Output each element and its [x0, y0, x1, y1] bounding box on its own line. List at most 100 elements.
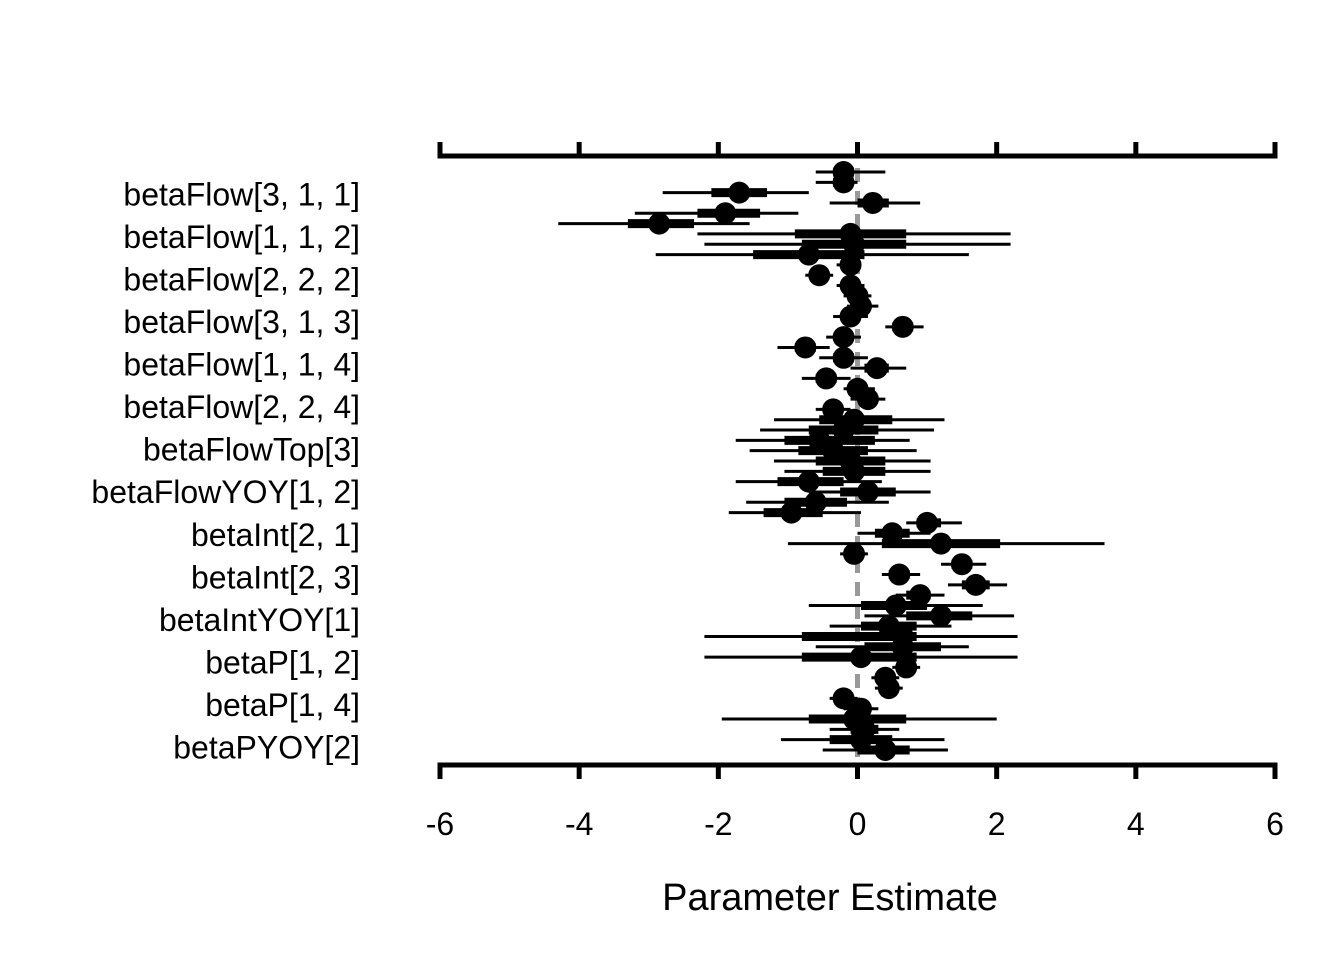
point-estimate [964, 573, 987, 596]
point-estimate [714, 202, 737, 225]
point-estimate [822, 439, 845, 462]
estimate-56 [822, 739, 948, 761]
y-tick-label: betaIntYOY[1] [159, 602, 360, 638]
estimate-17 [777, 336, 830, 359]
estimate-intervals [558, 161, 1105, 761]
estimate-9 [836, 253, 862, 276]
point-estimate [797, 470, 820, 493]
y-tick-label: betaFlowYOY[1, 2] [91, 474, 360, 510]
estimate-15 [885, 315, 924, 338]
x-axis-title: Parameter Estimate [662, 877, 998, 919]
x-tick-label: 6 [1266, 806, 1284, 842]
top-x-axis [437, 142, 1278, 159]
y-tick-label: betaFlow[3, 1, 1] [123, 176, 360, 212]
x-tick-label: -2 [704, 806, 732, 842]
y-tick-label: betaInt[2, 1] [191, 517, 360, 553]
point-estimate [884, 594, 907, 617]
estimate-53 [721, 708, 997, 731]
x-tick-label: -4 [565, 806, 593, 842]
point-estimate [916, 511, 939, 534]
estimate-4 [634, 202, 799, 225]
estimate-14 [833, 305, 868, 328]
point-estimate [815, 367, 838, 390]
estimate-16 [826, 326, 861, 349]
estimate-34 [906, 511, 962, 534]
estimate-48 [892, 656, 921, 679]
estimate-10 [805, 264, 834, 287]
point-estimate [839, 253, 862, 276]
estimate-8 [655, 243, 969, 266]
estimate-5 [558, 212, 750, 235]
point-estimate [930, 532, 952, 555]
estimate-2 [662, 181, 809, 204]
estimate-36 [787, 532, 1105, 555]
point-estimate [808, 264, 831, 287]
point-estimate [891, 315, 914, 338]
estimate-47 [704, 646, 1018, 669]
estimate-3 [829, 191, 921, 214]
y-tick-label: betaFlow[2, 2, 2] [123, 262, 360, 298]
point-estimate [804, 491, 827, 514]
y-tick-label: betaInt[2, 3] [191, 559, 360, 595]
estimate-20 [801, 367, 851, 390]
point-estimate [832, 687, 855, 710]
point-estimate [874, 739, 897, 761]
point-estimate [849, 646, 872, 669]
y-tick-label: betaFlow[2, 2, 4] [123, 389, 360, 425]
estimate-35 [857, 522, 931, 545]
point-estimate [856, 388, 879, 411]
point-estimate [861, 191, 884, 214]
estimate-50 [874, 677, 903, 700]
y-tick-label: betaP[1, 2] [205, 644, 360, 680]
point-estimate [780, 501, 803, 524]
point-estimate [839, 305, 862, 328]
point-estimate [843, 542, 866, 565]
y-tick-label: betaFlow[3, 1, 3] [123, 304, 360, 340]
estimate-18 [819, 346, 868, 369]
point-estimate [648, 212, 671, 235]
x-tick-label: 0 [849, 806, 867, 842]
y-axis-labels: betaFlow[3, 1, 1] betaFlow[1, 1, 2] betaFl… [91, 176, 360, 765]
point-estimate [888, 563, 911, 586]
point-estimate [832, 326, 855, 349]
estimate-41 [895, 584, 945, 607]
y-tick-label: betaFlow[1, 1, 4] [123, 347, 360, 383]
point-estimate [822, 398, 845, 421]
y-tick-label: betaPYOY[2] [173, 729, 360, 765]
point-estimate [930, 604, 952, 627]
point-estimate [849, 728, 872, 751]
estimate-33 [728, 501, 861, 524]
y-tick-label: betaFlowTop[3] [143, 432, 360, 468]
estimate-1 [815, 171, 858, 194]
x-tick-label: -6 [426, 806, 454, 842]
point-estimate [728, 181, 751, 204]
x-tick-label: 2 [988, 806, 1006, 842]
estimate-19 [850, 357, 907, 380]
estimate-51 [829, 687, 858, 710]
point-estimate [832, 419, 855, 442]
estimate-30 [735, 470, 882, 493]
point-estimate [865, 357, 888, 380]
point-estimate [832, 346, 855, 369]
estimate-31 [808, 480, 931, 503]
estimate-27 [749, 439, 917, 462]
estimate-38 [941, 553, 987, 576]
point-estimate [909, 584, 932, 607]
estimate-46 [815, 635, 969, 658]
estimate-7 [704, 233, 1011, 256]
estimate-42 [808, 594, 983, 617]
point-estimate [843, 460, 866, 483]
estimate-39 [881, 563, 921, 586]
point-estimate [895, 656, 918, 679]
point-estimate [794, 336, 817, 359]
point-estimate [797, 243, 820, 266]
y-tick-label: betaFlow[1, 1, 2] [123, 219, 360, 255]
estimate-40 [947, 573, 1008, 596]
point-estimate [877, 677, 900, 700]
point-estimate [881, 522, 904, 545]
x-tick-label: 4 [1127, 806, 1145, 842]
bottom-x-axis: -6 -4 -2 0 2 4 6 [426, 762, 1284, 842]
estimate-22 [850, 388, 886, 411]
point-estimate [891, 635, 914, 658]
